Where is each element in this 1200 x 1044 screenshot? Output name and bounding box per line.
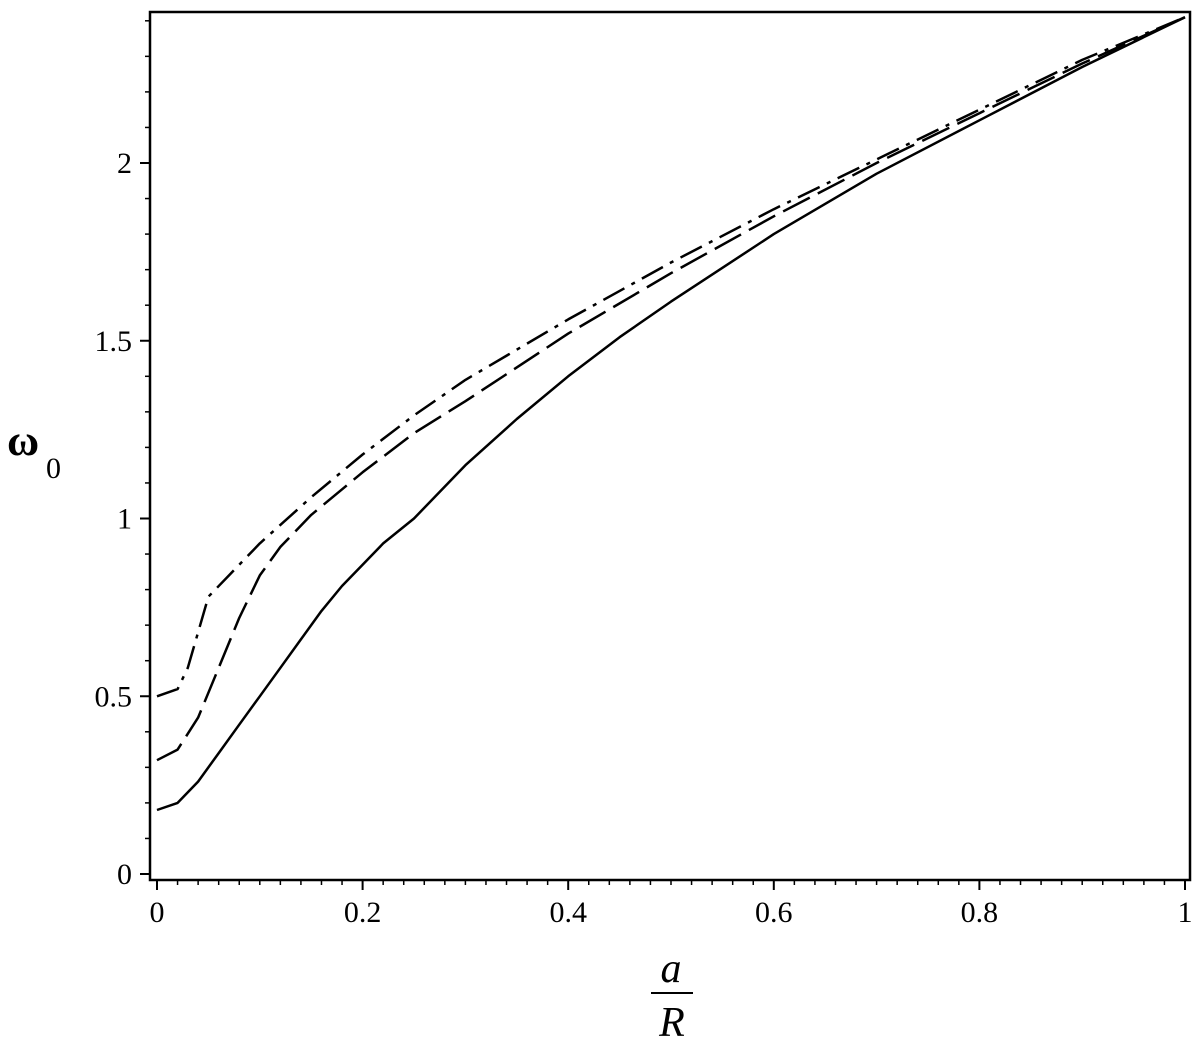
series-line-dashed <box>156 16 1186 762</box>
x-tick-label: 0.4 <box>549 896 587 929</box>
x-tick-label: 0.2 <box>344 896 382 929</box>
series-line-dash-dot <box>156 16 1186 698</box>
y-axis-label: ω 0 <box>7 416 61 485</box>
y-tick-label: 0 <box>117 858 132 891</box>
major-ticks <box>140 162 1186 890</box>
y-axis-label-symbol: ω <box>7 416 39 465</box>
series-layer <box>156 16 1186 812</box>
x-axis-label-numerator: a <box>661 946 682 992</box>
plot-frame <box>148 10 1192 882</box>
x-axis-label-denominator: R <box>658 1000 685 1044</box>
y-tick-label: 1 <box>117 503 132 536</box>
y-tick-label: 1.5 <box>95 325 133 358</box>
x-axis-label: a R <box>651 946 693 1044</box>
x-tick-label: 0.8 <box>961 896 999 929</box>
x-tick-label: 0 <box>150 896 165 929</box>
minor-ticks <box>145 20 1166 885</box>
y-tick-label: 0.5 <box>95 680 133 713</box>
tick-labels: 0 0.5 1 1.5 2 0 0.2 0.4 0.6 0.8 1 <box>95 147 1193 929</box>
y-axis-label-subscript: 0 <box>46 452 61 485</box>
x-tick-label: 0.6 <box>755 896 793 929</box>
x-tick-label: 1 <box>1178 896 1193 929</box>
y-tick-label: 2 <box>117 147 132 180</box>
series-line-solid <box>156 16 1186 812</box>
